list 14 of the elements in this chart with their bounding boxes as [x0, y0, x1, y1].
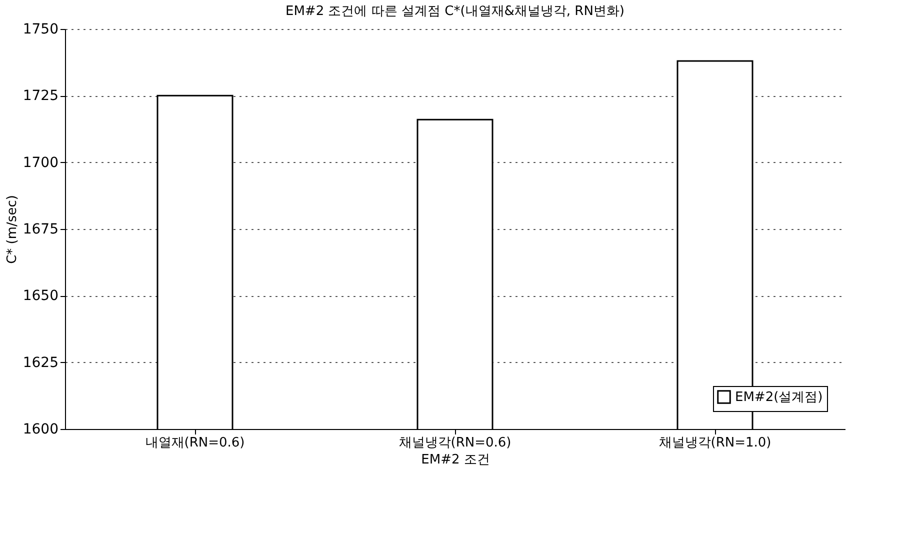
y-tick-label: 1675: [22, 222, 58, 238]
y-tick-label: 1650: [22, 288, 58, 304]
y-tick-label: 1600: [22, 422, 58, 438]
legend-label: EM#2(설계점): [735, 390, 823, 405]
x-axis-title: EM#2 조건: [421, 452, 490, 468]
y-tick-label: 1625: [22, 354, 58, 371]
x-tick-label: 채널냉각(RN=0.6): [398, 436, 512, 450]
y-tick-label: 1700: [22, 154, 58, 171]
y-axis-title: C* (m/sec): [4, 195, 20, 264]
x-tick-label: 내열재(RN=0.6): [145, 436, 245, 450]
y-tick-label: 1725: [22, 88, 58, 104]
y-tick-label: 1750: [22, 22, 58, 38]
x-tick-label: 채널냉각(RN=1.0): [658, 436, 772, 450]
chart-title: EM#2 조건에 따른 설계점 C*(내열재&채널냉각, RN변화): [285, 4, 625, 19]
